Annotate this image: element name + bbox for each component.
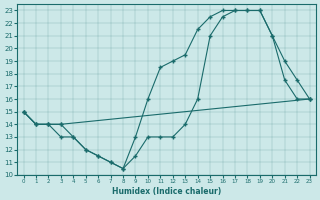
X-axis label: Humidex (Indice chaleur): Humidex (Indice chaleur) <box>112 187 221 196</box>
